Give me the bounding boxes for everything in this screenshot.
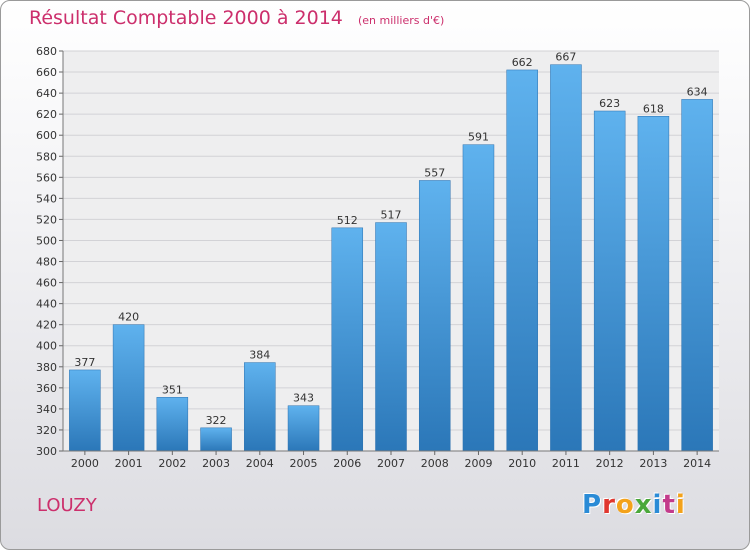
bar-2006 (331, 227, 364, 452)
y-tick-label: 620 (36, 108, 57, 121)
y-tick-label: 300 (36, 445, 57, 458)
logo-letter: i (675, 490, 686, 520)
x-tick-label: 2005 (290, 457, 318, 470)
logo-letter: r (602, 490, 616, 520)
y-tick-label: 480 (36, 256, 57, 269)
logo-letter: o (615, 490, 635, 520)
bar-2010 (506, 69, 538, 452)
data-label: 351 (162, 383, 183, 396)
data-label: 512 (337, 214, 358, 227)
x-tick-label: 2004 (246, 457, 274, 470)
y-tick-label: 380 (36, 361, 57, 374)
y-tick-label: 680 (36, 45, 57, 58)
bar-2001 (112, 324, 145, 452)
proxiti-logo: Proxiti (582, 490, 692, 520)
y-tick-label: 420 (36, 319, 57, 332)
y-tick-label: 340 (36, 403, 57, 416)
bar-2013 (637, 116, 670, 452)
y-tick-label: 440 (36, 298, 57, 311)
y-tick-label: 600 (36, 129, 57, 142)
bar-2000 (69, 369, 101, 452)
y-tick-label: 540 (36, 192, 57, 205)
x-tick-label: 2007 (377, 457, 405, 470)
data-label: 343 (293, 392, 314, 405)
x-axis: 2000 2001 2002 2003 2004 2005 2006 2007 2008 2009… (63, 450, 719, 470)
y-tick-label: 520 (36, 213, 57, 226)
data-label: 377 (74, 356, 95, 369)
y-tick-label: 500 (36, 234, 57, 247)
data-label: 420 (118, 311, 139, 324)
x-tick-label: 2010 (508, 457, 536, 470)
x-tick-label: 2001 (115, 457, 143, 470)
y-tick-label: 560 (36, 171, 57, 184)
x-tick-label: 2013 (639, 457, 667, 470)
data-label: 591 (468, 131, 489, 144)
bar-2012 (593, 110, 626, 452)
data-label: 618 (643, 102, 664, 115)
data-label: 667 (555, 51, 576, 64)
x-tick-label: 2012 (596, 457, 624, 470)
y-tick-label: 660 (36, 66, 57, 79)
y-tick-label: 400 (36, 340, 57, 353)
y-tick-label: 360 (36, 382, 57, 395)
bar-2011 (550, 64, 582, 452)
bar-2002 (156, 397, 189, 452)
y-tick-label: 320 (36, 424, 57, 437)
bar-2004 (244, 362, 276, 452)
x-tick-label: 2002 (158, 457, 186, 470)
x-tick-label: 2003 (202, 457, 230, 470)
bar-2008 (418, 180, 451, 452)
x-tick-label: 2011 (552, 457, 580, 470)
data-label: 322 (206, 414, 227, 427)
y-tick-label: 460 (36, 277, 57, 290)
place-name: LOUZY (37, 495, 97, 516)
logo-letter: x (634, 490, 653, 520)
x-tick-label: 2014 (683, 457, 711, 470)
bar-2014 (681, 99, 713, 452)
data-label: 384 (249, 349, 270, 362)
y-axis: 300 320 340 360 380 400 420 440 460 480 500 520 540 5… (36, 45, 64, 458)
x-tick-label: 2009 (464, 457, 492, 470)
bar-2003 (200, 427, 232, 452)
x-tick-label: 2000 (71, 457, 99, 470)
bars (69, 64, 713, 452)
bar-2007 (375, 222, 407, 452)
logo-letter: t (662, 490, 676, 520)
x-tick-label: 2008 (421, 457, 449, 470)
data-label: 634 (687, 85, 708, 98)
data-labels: 377 420 351 322 384 343 512 517 557 591 662 667 623 6… (74, 51, 707, 427)
y-tick-label: 640 (36, 87, 57, 100)
data-label: 662 (512, 56, 533, 69)
data-label: 557 (424, 166, 445, 179)
logo-letter: P (582, 490, 603, 520)
x-tick-label: 2006 (333, 457, 361, 470)
bar-2009 (462, 144, 495, 452)
logo-letter: i (652, 490, 663, 520)
bar-2005 (287, 405, 320, 452)
unit-note: (en milliers d'€) (357, 14, 445, 27)
data-label: 517 (381, 209, 402, 222)
data-label: 623 (599, 97, 620, 110)
title-text: Résultat Comptable 2000 à 2014 (29, 7, 343, 29)
y-tick-label: 580 (36, 150, 57, 163)
chart-title: Résultat Comptable 2000 à 2014 (en milli… (29, 7, 444, 29)
